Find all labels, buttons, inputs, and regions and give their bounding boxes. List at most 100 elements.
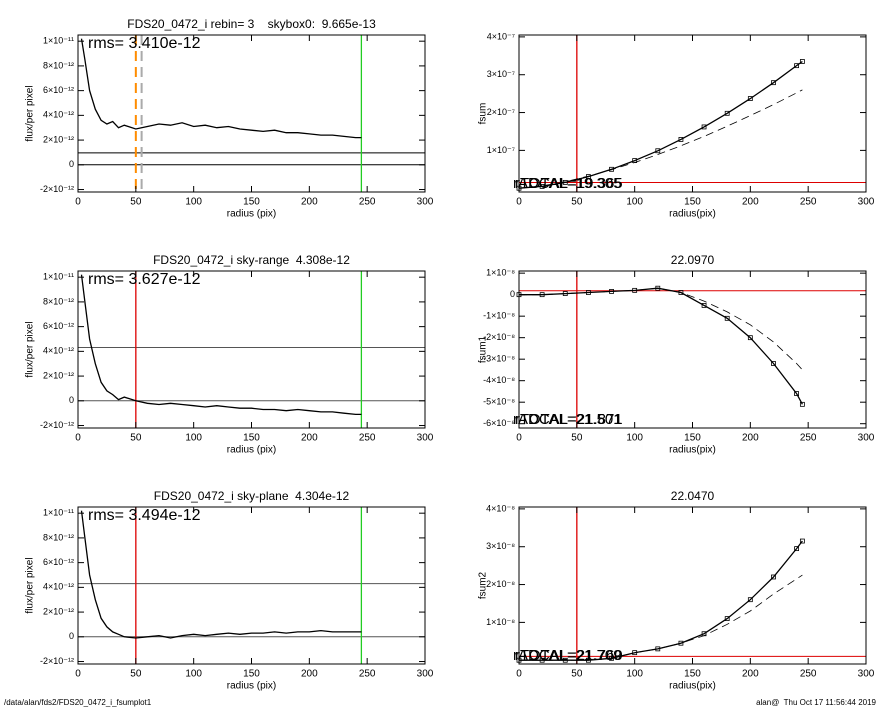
x-tick-label: 0 (516, 197, 522, 208)
x-tick-label: 100 (185, 669, 202, 680)
y-tick-label: 0 (69, 631, 74, 641)
data-point (794, 546, 799, 552)
y-axis-title: fsum2 (478, 571, 489, 599)
y-tick-label: 1×10⁻⁸ (486, 268, 515, 278)
y-tick-label: 6×10⁻¹² (43, 321, 74, 331)
x-tick-label: 150 (243, 669, 260, 680)
chart-title: 22.0970 (671, 253, 715, 267)
annotation: rTOTAL=21.501 (515, 411, 622, 428)
y-tick-label: 4×10⁻¹² (43, 346, 74, 356)
y-tick-label: 0 (69, 159, 74, 169)
x-tick-label: 250 (359, 433, 376, 444)
x-tick-label: 50 (130, 669, 142, 680)
data-point (794, 63, 799, 69)
x-tick-label: 300 (417, 433, 434, 444)
x-tick-label: 50 (571, 197, 583, 208)
y-tick-label: 3×10⁻⁷ (487, 69, 515, 79)
x-tick-label: 0 (516, 669, 522, 680)
annotation: rms= 3.627e-12 (88, 271, 201, 288)
x-tick-label: 200 (301, 197, 318, 208)
y-tick-label: -2×10⁻¹² (40, 420, 74, 430)
x-tick-label: 250 (800, 197, 817, 208)
y-tick-label: 4×10⁻¹² (43, 110, 74, 120)
chart-title: 22.0470 (671, 489, 715, 503)
y-tick-label: 1×10⁻⁸ (486, 617, 515, 627)
data-point (799, 401, 805, 407)
data-point (609, 655, 614, 661)
y-tick-label: -3×10⁻⁸ (483, 354, 515, 364)
profile-line (80, 38, 362, 139)
y-tick-label: 2×10⁻⁷ (487, 107, 515, 117)
y-tick-label: -2×10⁻¹² (40, 656, 74, 666)
data-point (678, 137, 684, 142)
x-tick-label: 300 (417, 197, 434, 208)
x-tick-label: 100 (626, 197, 643, 208)
annotation: rms= 3.494e-12 (88, 507, 201, 524)
y-tick-label: 6×10⁻¹² (43, 85, 74, 95)
x-tick-label: 50 (130, 433, 142, 444)
y-tick-label: 4×10⁻⁸ (486, 503, 515, 513)
data-point (799, 59, 805, 64)
model-line (518, 89, 803, 189)
y-tick-label: 3×10⁻⁸ (486, 541, 515, 551)
y-tick-label: 2×10⁻¹² (43, 606, 74, 616)
x-tick-label: 50 (571, 669, 583, 680)
data-point (747, 96, 753, 101)
y-tick-label: -2×10⁻¹² (40, 184, 74, 194)
x-tick-label: 150 (243, 433, 260, 444)
profile-line (80, 274, 362, 416)
y-tick-label: -6×10⁻⁸ (483, 418, 515, 428)
data-point (701, 303, 707, 308)
annotation: rms= 3.410e-12 (88, 35, 201, 52)
x-axis-title: radius(pix) (669, 445, 716, 456)
x-tick-label: 300 (417, 669, 434, 680)
y-tick-label: -4×10⁻⁸ (483, 375, 515, 385)
chart-title: FDS20_0472_i rebin= 3 skybox0: 9.665e-13 (127, 17, 376, 31)
y-tick-label: 6×10⁻¹² (43, 557, 74, 567)
data-point (539, 292, 545, 298)
y-axis-title: flux/per pixel (25, 557, 36, 613)
x-tick-label: 300 (858, 197, 875, 208)
y-tick-label: 8×10⁻¹² (43, 60, 74, 70)
annotation: rTOTAL=19.305 (515, 175, 622, 192)
y-tick-label: -1×10⁻⁸ (483, 311, 515, 321)
model-line (519, 287, 803, 371)
x-tick-label: 250 (359, 669, 376, 680)
x-tick-label: 0 (75, 433, 81, 444)
data-point (794, 391, 799, 396)
chart-title: FDS20_0472_i sky-plane 4.304e-12 (154, 489, 350, 503)
y-tick-label: -5×10⁻⁸ (483, 397, 515, 407)
x-tick-label: 200 (742, 433, 759, 444)
data-point (771, 361, 776, 366)
x-tick-label: 250 (800, 669, 817, 680)
data-point (747, 597, 753, 603)
y-tick-label: -2×10⁻⁸ (483, 332, 515, 342)
y-tick-label: 1×10⁻¹¹ (43, 36, 74, 46)
y-tick-label: 2×10⁻⁸ (486, 579, 515, 589)
x-tick-label: 200 (742, 669, 759, 680)
x-axis-title: radius (pix) (227, 445, 276, 456)
data-point (799, 538, 805, 544)
profile-line (519, 540, 803, 661)
data-point (678, 640, 684, 646)
y-tick-label: 0 (69, 395, 74, 405)
y-tick-label: 8×10⁻¹² (43, 532, 74, 542)
model-line (519, 574, 803, 661)
data-point (724, 315, 730, 321)
x-tick-label: 0 (75, 197, 81, 208)
data-point (747, 335, 753, 341)
y-axis-title: flux/per pixel (25, 321, 36, 377)
x-tick-label: 100 (626, 433, 643, 444)
y-axis-title: fsum (478, 103, 489, 125)
y-tick-label: 0 (510, 289, 515, 299)
y-tick-label: 1×10⁻¹¹ (43, 272, 74, 282)
x-tick-label: 150 (684, 433, 701, 444)
annotation: rADCAL=21.760 (513, 647, 623, 664)
profile-line (518, 60, 803, 189)
annotation: rADCAL=19.365 (513, 175, 623, 192)
y-axis-title: flux/per pixel (25, 85, 36, 141)
data-point (539, 184, 545, 189)
x-tick-label: 150 (243, 197, 260, 208)
